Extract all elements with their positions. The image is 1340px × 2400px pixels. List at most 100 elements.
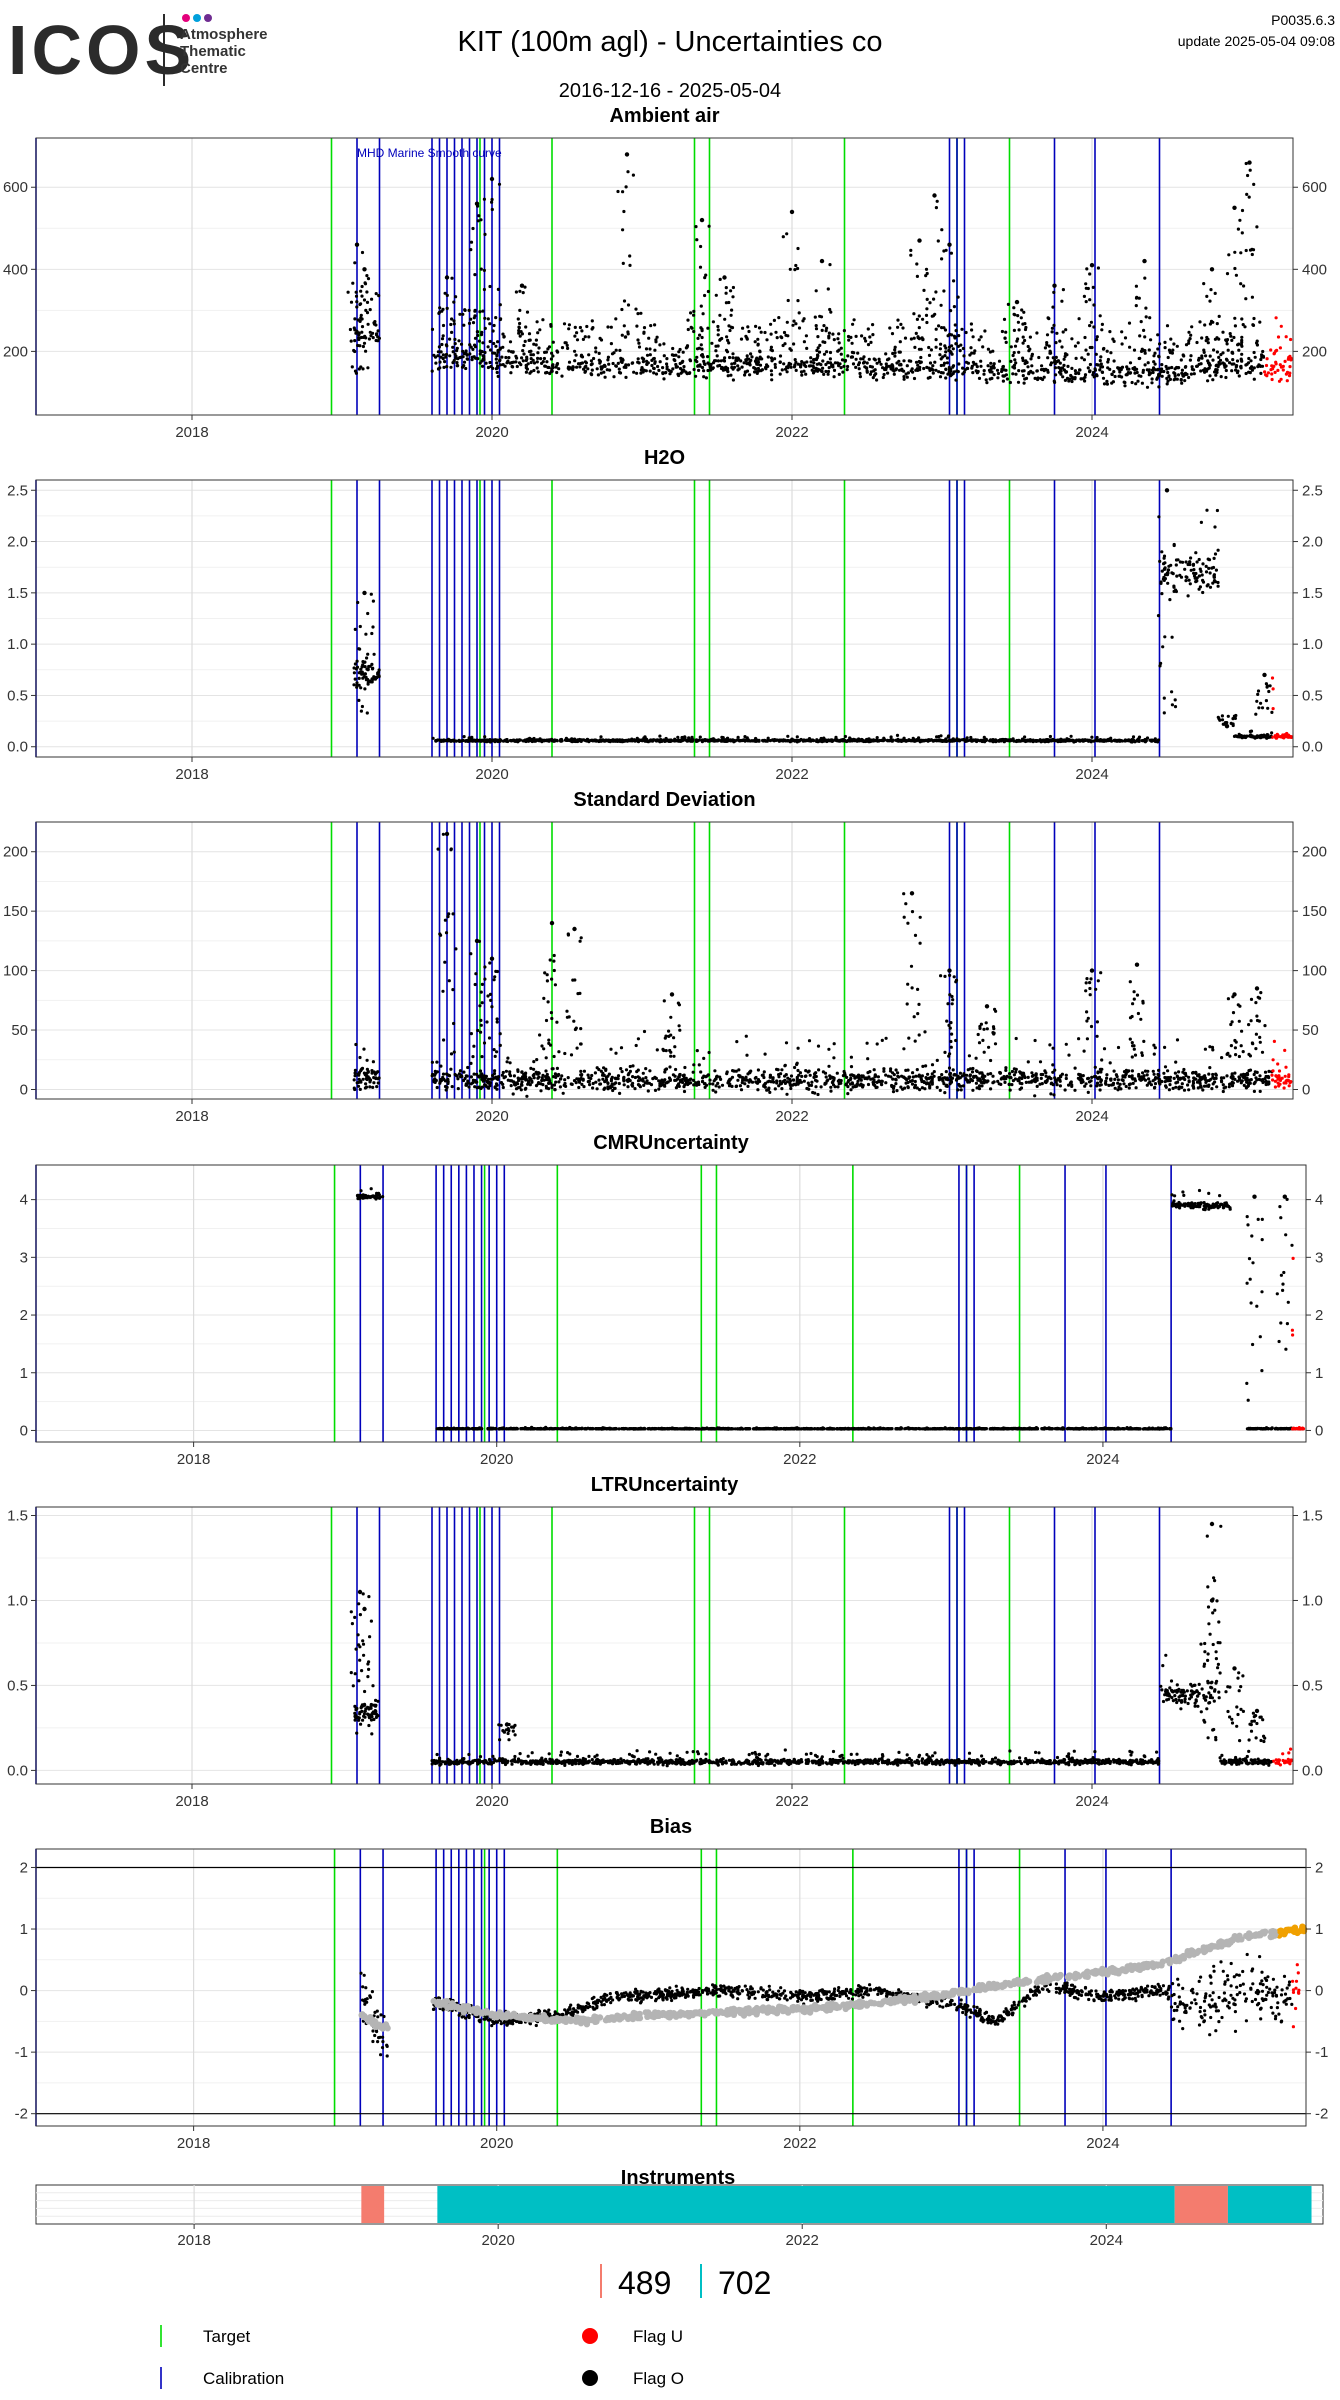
- data-point: [616, 361, 620, 365]
- data-point: [488, 284, 492, 289]
- data-point: [1142, 258, 1147, 264]
- data-point: [1139, 349, 1144, 353]
- data-point: [619, 356, 623, 360]
- data-point: [1181, 353, 1185, 357]
- data-point: [746, 1084, 750, 1088]
- data-point: [1023, 338, 1027, 343]
- data-point: [875, 1042, 879, 1046]
- data-point: [525, 1094, 529, 1098]
- data-point: [894, 1082, 898, 1086]
- data-point: [1215, 370, 1219, 374]
- data-point: [1289, 337, 1293, 342]
- data-point: [785, 370, 789, 374]
- data-point: [1135, 367, 1139, 371]
- data-point: [931, 368, 935, 372]
- data-point: [736, 364, 740, 368]
- data-point: [855, 1082, 859, 1086]
- data-point: [1232, 734, 1237, 739]
- data-point: [1221, 361, 1225, 365]
- data-point: [1199, 520, 1203, 525]
- data-point: [810, 368, 814, 372]
- data-point: [624, 1068, 629, 1072]
- data-point: [697, 1063, 701, 1067]
- data-point: [854, 334, 858, 338]
- data-point: [469, 738, 473, 742]
- data-point: [1168, 377, 1172, 381]
- data-point: [1023, 361, 1027, 366]
- data-point: [813, 357, 818, 361]
- data-point: [466, 1065, 470, 1070]
- data-point: [1040, 364, 1044, 368]
- data-point: [473, 336, 478, 340]
- data-point: [1287, 355, 1291, 360]
- data-point: [907, 1075, 911, 1079]
- data-point: [353, 662, 357, 666]
- data-point: [976, 369, 980, 374]
- data-point: [1156, 1072, 1160, 1076]
- data-point: [603, 364, 607, 368]
- data-point: [524, 366, 528, 370]
- data-point: [709, 362, 713, 366]
- data-point: [766, 364, 770, 368]
- data-point: [369, 334, 373, 338]
- data-point: [544, 1056, 548, 1060]
- data-point: [897, 1075, 901, 1079]
- data-point: [364, 1077, 368, 1081]
- data-point: [886, 739, 890, 743]
- data-point: [814, 1085, 818, 1089]
- data-point: [368, 1079, 372, 1083]
- data-point: [925, 297, 929, 301]
- data-point: [1220, 1056, 1224, 1060]
- data-point: [1011, 372, 1015, 376]
- data-point: [794, 322, 798, 326]
- data-point: [1168, 1079, 1172, 1083]
- data-point: [1171, 572, 1175, 576]
- data-point: [541, 318, 545, 322]
- data-point: [512, 738, 516, 742]
- data-point: [992, 373, 996, 377]
- data-point: [1147, 370, 1151, 374]
- data-point: [677, 355, 681, 359]
- data-point: [725, 350, 730, 354]
- data-point: [1116, 1088, 1120, 1092]
- data-point: [997, 359, 1002, 363]
- data-point: [1199, 362, 1203, 366]
- data-point: [1223, 365, 1227, 369]
- data-point: [851, 322, 855, 326]
- data-point: [977, 338, 981, 342]
- data-point: [1058, 361, 1062, 365]
- data-point: [808, 738, 812, 743]
- data-point: [1049, 351, 1053, 355]
- data-point: [1250, 252, 1254, 257]
- data-point: [1100, 1058, 1104, 1062]
- data-point: [529, 1066, 533, 1070]
- data-point: [662, 354, 666, 358]
- data-point: [1190, 365, 1194, 369]
- data-point: [611, 361, 615, 366]
- data-point: [811, 371, 816, 375]
- data-point: [988, 369, 993, 374]
- data-point: [781, 235, 785, 239]
- data-point: [589, 363, 593, 367]
- data-point: [536, 356, 540, 360]
- data-point: [623, 739, 627, 743]
- data-point: [658, 734, 662, 738]
- data-point: [979, 335, 983, 339]
- data-point: [1014, 372, 1018, 376]
- data-point: [1009, 345, 1013, 349]
- data-point: [700, 335, 704, 340]
- data-point: [718, 337, 722, 342]
- data-point: [491, 329, 495, 333]
- data-point: [555, 349, 559, 353]
- data-point: [1251, 323, 1256, 327]
- data-point: [1083, 335, 1087, 340]
- data-point: [1000, 1076, 1004, 1080]
- data-point: [355, 300, 359, 304]
- data-point: [951, 347, 955, 351]
- data-point: [799, 370, 804, 374]
- y-tick-label: 1.5: [1302, 585, 1323, 602]
- data-point: [781, 738, 785, 742]
- data-point: [916, 336, 920, 340]
- data-point: [1163, 566, 1167, 570]
